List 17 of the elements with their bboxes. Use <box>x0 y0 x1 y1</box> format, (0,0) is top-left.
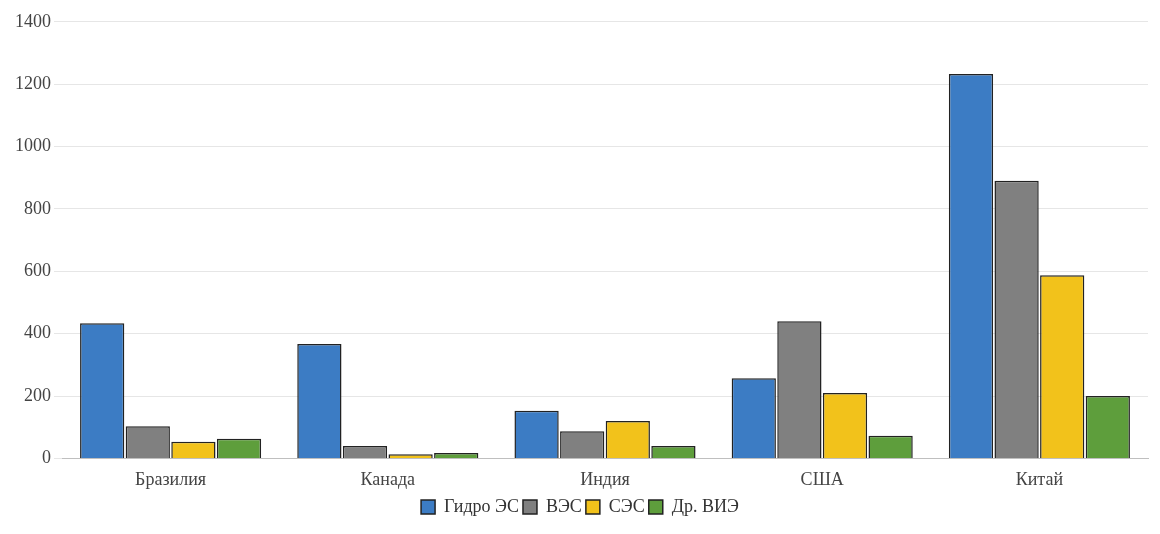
y-tick-label: 1400 <box>15 10 51 31</box>
y-tick-label: 800 <box>24 197 51 218</box>
y-tick-label: 600 <box>24 260 51 281</box>
legend-label: ВЭС <box>545 495 582 516</box>
legend-label: Гидро ЭС <box>444 495 519 516</box>
y-tick-label: 1200 <box>15 72 51 93</box>
x-tick-label: Бразилия <box>135 468 207 489</box>
x-tick-label: Канада <box>360 468 416 489</box>
x-tick-label: Индия <box>580 468 630 489</box>
y-tick-label: 0 <box>42 447 51 468</box>
y-tick-label: 1000 <box>15 135 51 156</box>
x-tick-label: США <box>800 468 844 489</box>
y-tick-label: 400 <box>24 322 51 343</box>
legend-label: СЭС <box>608 495 645 516</box>
y-tick-label: 200 <box>24 384 51 405</box>
legend-label: Др. ВИЭ <box>671 495 740 516</box>
x-tick-label: Китай <box>1015 468 1064 489</box>
